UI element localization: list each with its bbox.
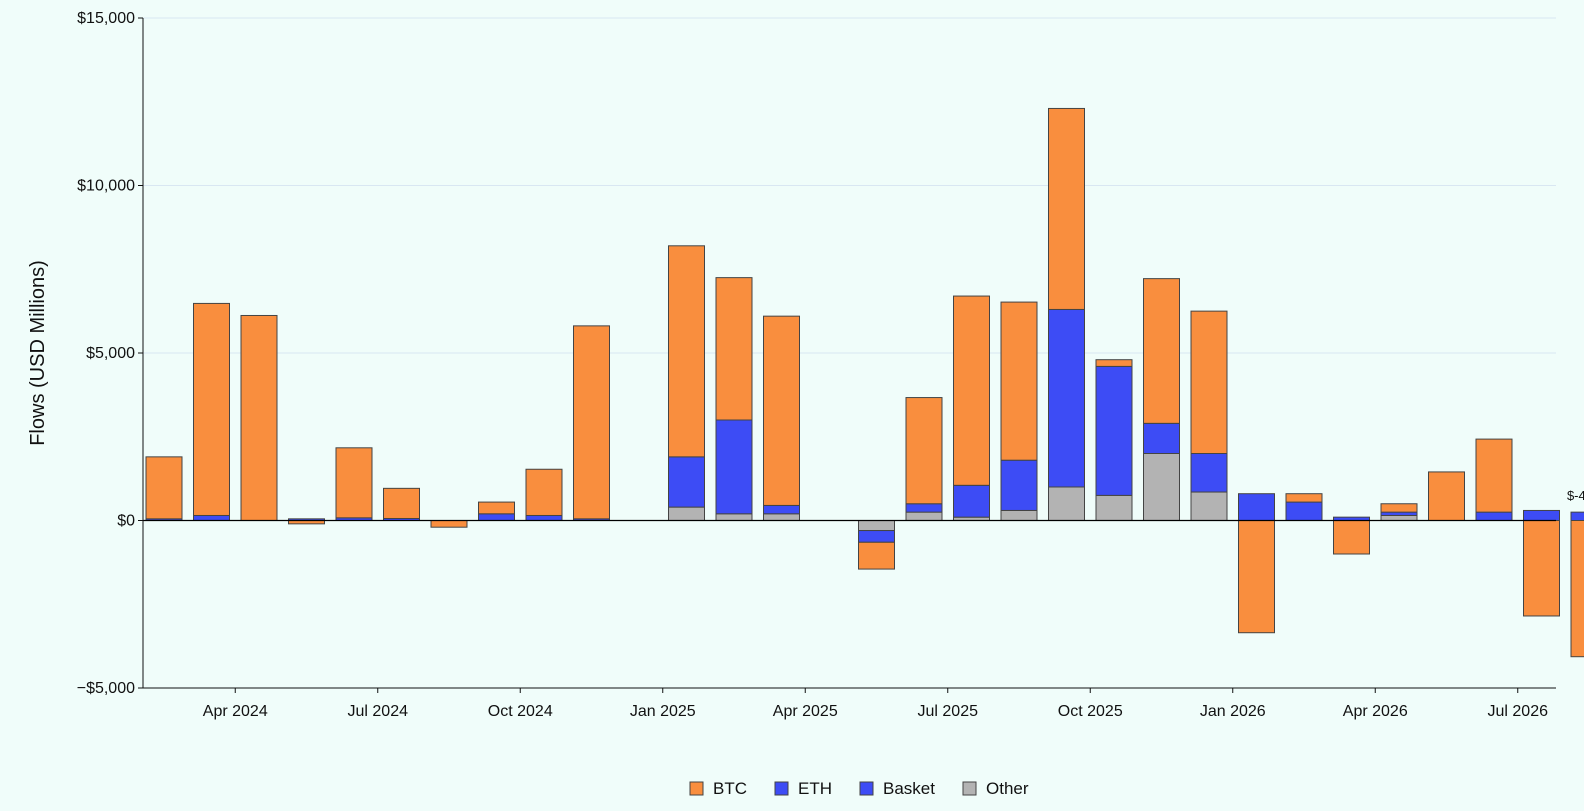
x-tick-label: Jan 2025	[630, 703, 696, 720]
bar-segment-eth	[1190, 453, 1228, 493]
bar-segment-btc	[1095, 359, 1133, 367]
bar-segment-other	[715, 513, 753, 521]
x-tick-label: Oct 2025	[1058, 703, 1123, 720]
bar-segment-other	[858, 520, 895, 532]
bar-segment-btc	[1190, 310, 1228, 454]
bar-segment-eth	[1475, 511, 1513, 521]
bar-segment-eth	[525, 514, 563, 521]
bar-segment-btc	[573, 325, 610, 520]
legend-swatch-other	[962, 781, 977, 796]
bar-segment-eth	[668, 456, 705, 508]
x-tick-label: Jul 2024	[348, 703, 409, 720]
y-axis-title: Flows (USD Millions)	[27, 260, 49, 446]
bar-segment-eth	[858, 530, 895, 543]
bar-segment-btc	[1380, 503, 1418, 513]
bar-segment-eth	[1523, 509, 1560, 522]
annotation-layer: $-4,066	[1567, 488, 1584, 503]
bar-segment-eth	[1285, 501, 1323, 522]
legend-label-btc: BTC	[713, 779, 747, 798]
legend: BTC ETH Basket Other	[689, 779, 1029, 798]
bar-segment-btc	[335, 447, 373, 519]
bar-segment-other	[763, 513, 800, 521]
bar-segment-btc	[1570, 520, 1584, 658]
bar-segment-btc	[1285, 493, 1323, 503]
bar-segment-eth	[1570, 511, 1584, 521]
bar-segment-eth	[763, 504, 800, 515]
bar-segment-btc	[715, 277, 753, 421]
legend-label-basket: Basket	[883, 779, 935, 798]
bars-layer	[145, 107, 1584, 658]
axes-layer: −$5,000 $0 $5,000 $10,000 $15,000 Apr 2024 Jul…	[77, 10, 1556, 720]
legend-label-other: Other	[986, 779, 1029, 798]
bar-segment-btc	[1475, 438, 1513, 513]
bar-segment-btc	[905, 397, 943, 505]
bar-segment-btc	[858, 541, 895, 570]
bar-segment-eth	[1000, 459, 1038, 511]
bar-segment-eth	[1143, 422, 1180, 455]
x-tick-label: Jul 2026	[1488, 703, 1549, 720]
y-tick-label: $0	[117, 513, 135, 530]
bar-segment-btc	[240, 314, 278, 522]
bar-segment-btc	[383, 487, 420, 519]
bar-segment-other	[1095, 494, 1133, 521]
legend-swatch-eth	[774, 781, 789, 796]
bar-segment-btc	[525, 468, 563, 516]
bar-segment-other	[668, 506, 705, 522]
bar-segment-eth	[953, 484, 990, 518]
y-tick-label: −$5,000	[77, 680, 135, 697]
x-tick-label: Apr 2025	[773, 703, 838, 720]
y-tick-label: $15,000	[77, 10, 135, 27]
bar-segment-btc	[763, 315, 800, 506]
bar-segment-eth	[1380, 511, 1418, 516]
x-tick-label: Apr 2026	[1343, 703, 1408, 720]
bar-segment-btc	[1238, 520, 1275, 634]
bar-segment-other	[1048, 486, 1085, 521]
bar-segment-btc	[1523, 520, 1560, 617]
bar-segment-btc	[953, 295, 990, 486]
bar-segment-btc	[1000, 301, 1038, 461]
x-tick-label: Jan 2026	[1200, 703, 1266, 720]
y-tick-label: $10,000	[77, 178, 135, 195]
bar-segment-btc	[1333, 520, 1370, 555]
bar-segment-other	[1380, 514, 1418, 521]
bar-segment-other	[1190, 491, 1228, 521]
bar-segment-btc	[1048, 107, 1085, 310]
bar-segment-btc	[1428, 471, 1465, 521]
bar-segment-other	[1000, 509, 1038, 522]
bar-segment-eth	[1238, 493, 1275, 522]
bar-segment-btc	[193, 302, 230, 516]
bar-segment-btc	[668, 245, 705, 458]
x-tick-label: Jul 2025	[918, 703, 979, 720]
data-label: $-4,066	[1567, 488, 1584, 503]
bar-segment-other	[1143, 453, 1180, 521]
legend-swatch-basket	[859, 781, 874, 796]
bar-segment-btc	[430, 520, 468, 528]
y-tick-label: $5,000	[86, 345, 135, 362]
bar-segment-eth	[1095, 365, 1133, 496]
grid-layer	[143, 17, 1556, 689]
bar-segment-btc	[478, 501, 515, 515]
bar-segment-btc	[1143, 278, 1180, 424]
x-tick-label: Apr 2024	[203, 703, 268, 720]
bar-segment-eth	[1048, 308, 1085, 488]
legend-swatch-btc	[689, 781, 704, 796]
bar-segment-eth	[478, 513, 515, 521]
legend-label-eth: ETH	[798, 779, 832, 798]
bar-segment-eth	[905, 503, 943, 513]
bar-segment-eth	[193, 514, 230, 521]
bar-segment-other	[905, 511, 943, 521]
bar-segment-btc	[145, 456, 183, 520]
x-tick-label: Oct 2024	[488, 703, 553, 720]
bar-segment-eth	[715, 419, 753, 515]
